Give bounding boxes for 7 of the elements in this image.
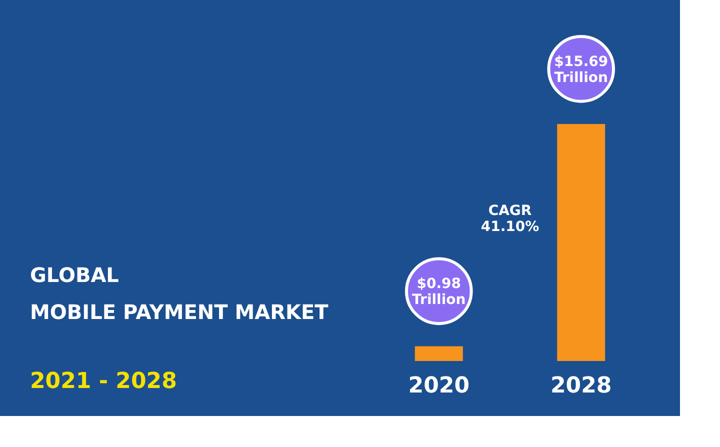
text: GLOBAL MOBILE PAYMENT MARKET	[30, 263, 329, 324]
annotation: CAGR 41.10%	[480, 203, 540, 235]
text: 2021 - 2028	[30, 369, 177, 394]
data-label: $0.98 Trillion	[412, 276, 466, 308]
x-tick-label: 2020	[408, 374, 470, 398]
x-tick-label: 2028	[550, 374, 612, 398]
data-label: $15.69 Trillion	[554, 54, 608, 86]
